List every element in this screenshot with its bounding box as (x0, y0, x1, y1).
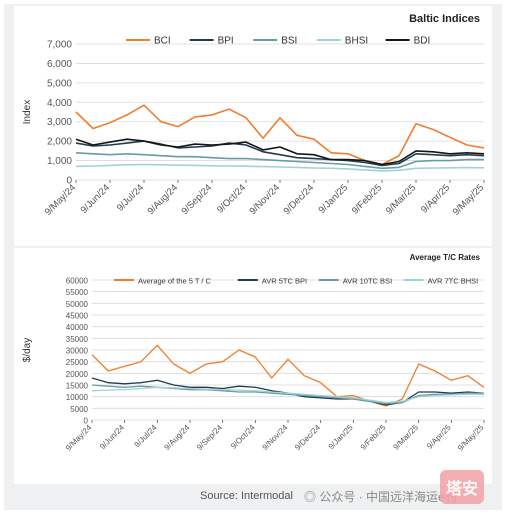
x-tick-label: 9/Jan/25 (327, 423, 355, 451)
legend-entry: Average of the 5 T / C (114, 277, 212, 286)
y-tick-label: 6,000 (47, 59, 72, 70)
x-tick-label: 9/Jul/24 (115, 182, 146, 213)
legend-label: BPI (218, 36, 234, 47)
x-tick-label: 9/Mar/25 (384, 182, 418, 216)
x-tick-label: 9/May/24 (64, 423, 94, 453)
y-tick-label: 3,000 (47, 117, 72, 128)
y-tick-label: 35000 (66, 335, 89, 344)
x-tick-label: 9/Aug/24 (162, 423, 191, 452)
legend-entry: BHSI (316, 36, 368, 47)
y-tick-label: 4,000 (47, 98, 72, 109)
y-tick-label: 10000 (66, 393, 89, 402)
series-line-average-of-the-5-t-c (91, 344, 485, 407)
x-tick-label: 9/Nov/24 (247, 182, 282, 217)
y-tick-label: 50000 (66, 300, 89, 309)
y-tick-label: 1,000 (47, 156, 72, 167)
series-line-bsi (75, 152, 484, 170)
x-tick-label: 9/Sep/24 (179, 182, 214, 217)
wechat-watermark: ◎ 公众号 · 中国远洋海运e刊 (304, 490, 457, 504)
y-tick-label: 0 (84, 417, 89, 426)
x-tick-label: 9/Apr/25 (419, 182, 452, 215)
baltic-indices-chart: Baltic Indices Index 0 1,000 2,000 3,000 4,000… (22, 13, 486, 218)
y-tick-label: 7,000 (47, 40, 72, 51)
y-tick-label: 2,000 (47, 137, 72, 148)
x-tick-label: 9/Dec/24 (293, 423, 322, 452)
series-line-bhsi (75, 163, 485, 172)
average-tc-rates-chart: Average T/C Rates $/day 0 5000 10000 15000 200… (22, 253, 486, 453)
x-tick-label: 9/Aug/24 (145, 182, 180, 217)
y-tick-label: 40000 (66, 323, 89, 332)
legend-entry: AVR 5TC BPI (237, 277, 307, 286)
baltic-indices-panel: Baltic Indices Index 0 1,000 2,000 3,000 4,000… (14, 6, 492, 246)
x-tick-label: 9/Feb/25 (350, 182, 384, 216)
series-line-avr-7tc-bhsi (91, 386, 484, 404)
x-tick-label: 9/Apr/25 (425, 423, 453, 451)
legend-entry: BCI (126, 36, 171, 47)
y-tick-label: 20000 (66, 370, 89, 379)
y-tick-label: 5,000 (47, 78, 72, 89)
y-tick-label: 15000 (66, 382, 89, 391)
x-tick-label: 9/May/25 (456, 423, 486, 453)
x-tick-label: 9/Feb/25 (359, 423, 388, 452)
legend-label: BDI (414, 36, 431, 47)
chart-title: Average T/C Rates (410, 253, 481, 262)
legend-label: BCI (154, 36, 171, 47)
y-tick-label: 55000 (66, 288, 89, 297)
y-tick-label: 25000 (66, 358, 89, 367)
y-tick-label: 0 (66, 176, 72, 187)
x-tick-label: 9/May/25 (451, 182, 486, 217)
source-note: Source: Intermodal (200, 490, 293, 502)
y-tick-label: 60000 (66, 277, 89, 286)
legend-label: BSI (281, 36, 297, 47)
legend-label: AVR 10TC BSI (343, 277, 392, 286)
legend-label: AVR 7TC BHSI (428, 277, 479, 286)
series-line-bdi (75, 138, 485, 166)
legend-label: BHSI (345, 36, 368, 47)
y-axis-label: $/day (22, 338, 33, 362)
legend-label: Average of the 5 T / C (138, 277, 212, 286)
legend-entry: BPI (189, 36, 234, 47)
average-tc-rates-panel: Average T/C Rates $/day 0 5000 10000 15000 200… (14, 248, 492, 484)
x-tick-label: 9/May/24 (43, 182, 78, 217)
y-tick-label: 30000 (66, 347, 89, 356)
series-line-avr-5tc-bpi (91, 377, 485, 406)
chart-title: Baltic Indices (409, 13, 480, 25)
y-tick-label: 45000 (66, 312, 89, 321)
x-tick-label: 9/Jun/24 (98, 423, 126, 451)
x-tick-label: 9/Jun/24 (79, 182, 113, 216)
x-tick-label: 9/Sep/24 (195, 423, 224, 452)
x-tick-label: 9/Jan/25 (317, 182, 351, 216)
y-tick-label: 5000 (70, 405, 88, 414)
series-line-bci (75, 104, 485, 166)
legend-entry: AVR 10TC BSI (318, 277, 392, 286)
x-tick-label: 9/Oct/24 (229, 423, 257, 451)
red-stamp-logo: 塔安 (440, 470, 484, 504)
legend-entry: BDI (385, 36, 431, 47)
x-tick-label: 9/Mar/25 (391, 423, 420, 452)
x-tick-label: 9/Oct/24 (215, 182, 248, 215)
x-tick-label: 9/Dec/24 (281, 182, 316, 217)
y-axis-label: Index (22, 100, 33, 124)
legend-entry: BSI (253, 36, 297, 47)
legend-entry: AVR 7TC BHSI (403, 277, 479, 286)
legend-label: AVR 5TC BPI (262, 277, 307, 286)
x-tick-label: 9/Jul/24 (133, 423, 160, 450)
x-tick-label: 9/Nov/24 (260, 423, 289, 452)
